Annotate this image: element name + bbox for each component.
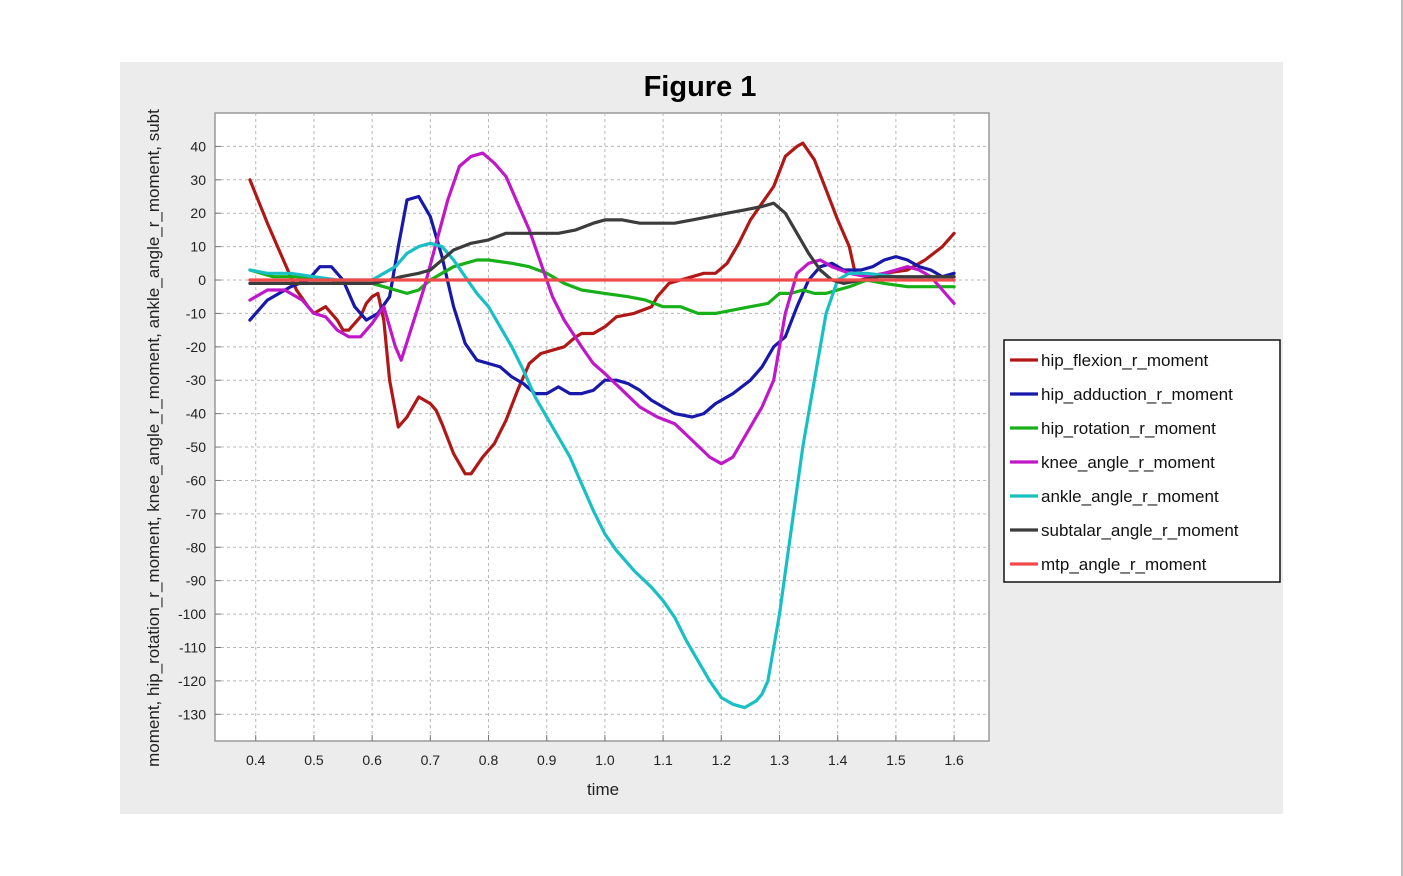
x-tick-label: 1.4: [828, 752, 848, 768]
x-tick-label: 0.9: [537, 752, 557, 768]
plot-area: [214, 112, 990, 742]
y-tick-label: -40: [186, 406, 206, 422]
legend-label: ankle_angle_r_moment: [1041, 487, 1219, 506]
window-edge: [1401, 0, 1403, 876]
y-tick-label: -120: [178, 673, 206, 689]
y-axis-label: moment, hip_rotation_r_moment, knee_angl…: [144, 109, 163, 767]
y-tick-label: 30: [190, 172, 206, 188]
x-tick-label: 0.5: [304, 752, 324, 768]
y-tick-label: -60: [186, 472, 206, 488]
legend-label: hip_adduction_r_moment: [1041, 385, 1233, 404]
legend-entries: hip_flexion_r_moment hip_adduction_r_mome…: [1010, 351, 1239, 574]
y-tick-label: -20: [186, 339, 206, 355]
x-tick-label: 1.2: [712, 752, 732, 768]
x-tick-label: 0.7: [421, 752, 441, 768]
x-tick-label: 0.8: [479, 752, 499, 768]
series-line-subtalar-angle-r-moment: [248, 201, 956, 285]
y-axis-ticks: 40 30 20 10 0 -10 -20 -30 -40 -50 -60 -70 -80 -90 -100…: [178, 138, 221, 722]
legend: hip_flexion_r_moment hip_adduction_r_mome…: [1003, 339, 1281, 583]
legend-label: knee_angle_r_moment: [1041, 453, 1215, 472]
x-tick-label: 0.6: [362, 752, 382, 768]
legend-label: subtalar_angle_r_moment: [1041, 521, 1239, 540]
series-line-ankle-angle-r-moment: [248, 241, 956, 710]
x-axis-label: time: [587, 780, 619, 799]
y-tick-label: 20: [190, 205, 206, 221]
x-tick-label: 1.0: [595, 752, 615, 768]
series-line-hip-adduction-r-moment: [248, 194, 956, 419]
x-tick-label: 0.4: [246, 752, 266, 768]
x-tick-label: 1.5: [886, 752, 906, 768]
y-tick-label: -10: [186, 305, 206, 321]
legend-label: hip_rotation_r_moment: [1041, 419, 1216, 438]
legend-box: [1003, 339, 1281, 583]
y-tick-label: 40: [190, 138, 206, 154]
legend-label: hip_flexion_r_moment: [1041, 351, 1209, 370]
y-tick-label: -90: [186, 573, 206, 589]
series-line-hip-flexion-r-moment: [248, 141, 956, 476]
y-tick-label: -70: [186, 506, 206, 522]
y-tick-label: -110: [179, 639, 206, 655]
x-tick-label: 1.3: [770, 752, 790, 768]
y-tick-label: -100: [178, 606, 206, 622]
x-tick-label: 1.6: [944, 752, 964, 768]
legend-label: mtp_angle_r_moment: [1041, 555, 1207, 574]
y-tick-label: -130: [178, 706, 206, 722]
series-lines: [248, 141, 956, 710]
x-tick-label: 1.1: [653, 752, 673, 768]
y-tick-label: -30: [186, 372, 206, 388]
series-line-knee-angle-r-moment: [248, 151, 956, 466]
chart-title: Figure 1: [644, 71, 757, 103]
series-line-hip-rotation-r-moment: [248, 258, 956, 315]
x-axis-ticks: 0.4 0.5 0.6 0.7 0.8 0.9 1.0 1.1 1.2 1.3 1.4 1.5 1.6: [246, 735, 964, 768]
y-tick-label: -80: [186, 539, 206, 555]
y-tick-label: 0: [198, 272, 206, 288]
y-tick-label: -50: [186, 439, 206, 455]
y-tick-label: 10: [190, 239, 206, 255]
